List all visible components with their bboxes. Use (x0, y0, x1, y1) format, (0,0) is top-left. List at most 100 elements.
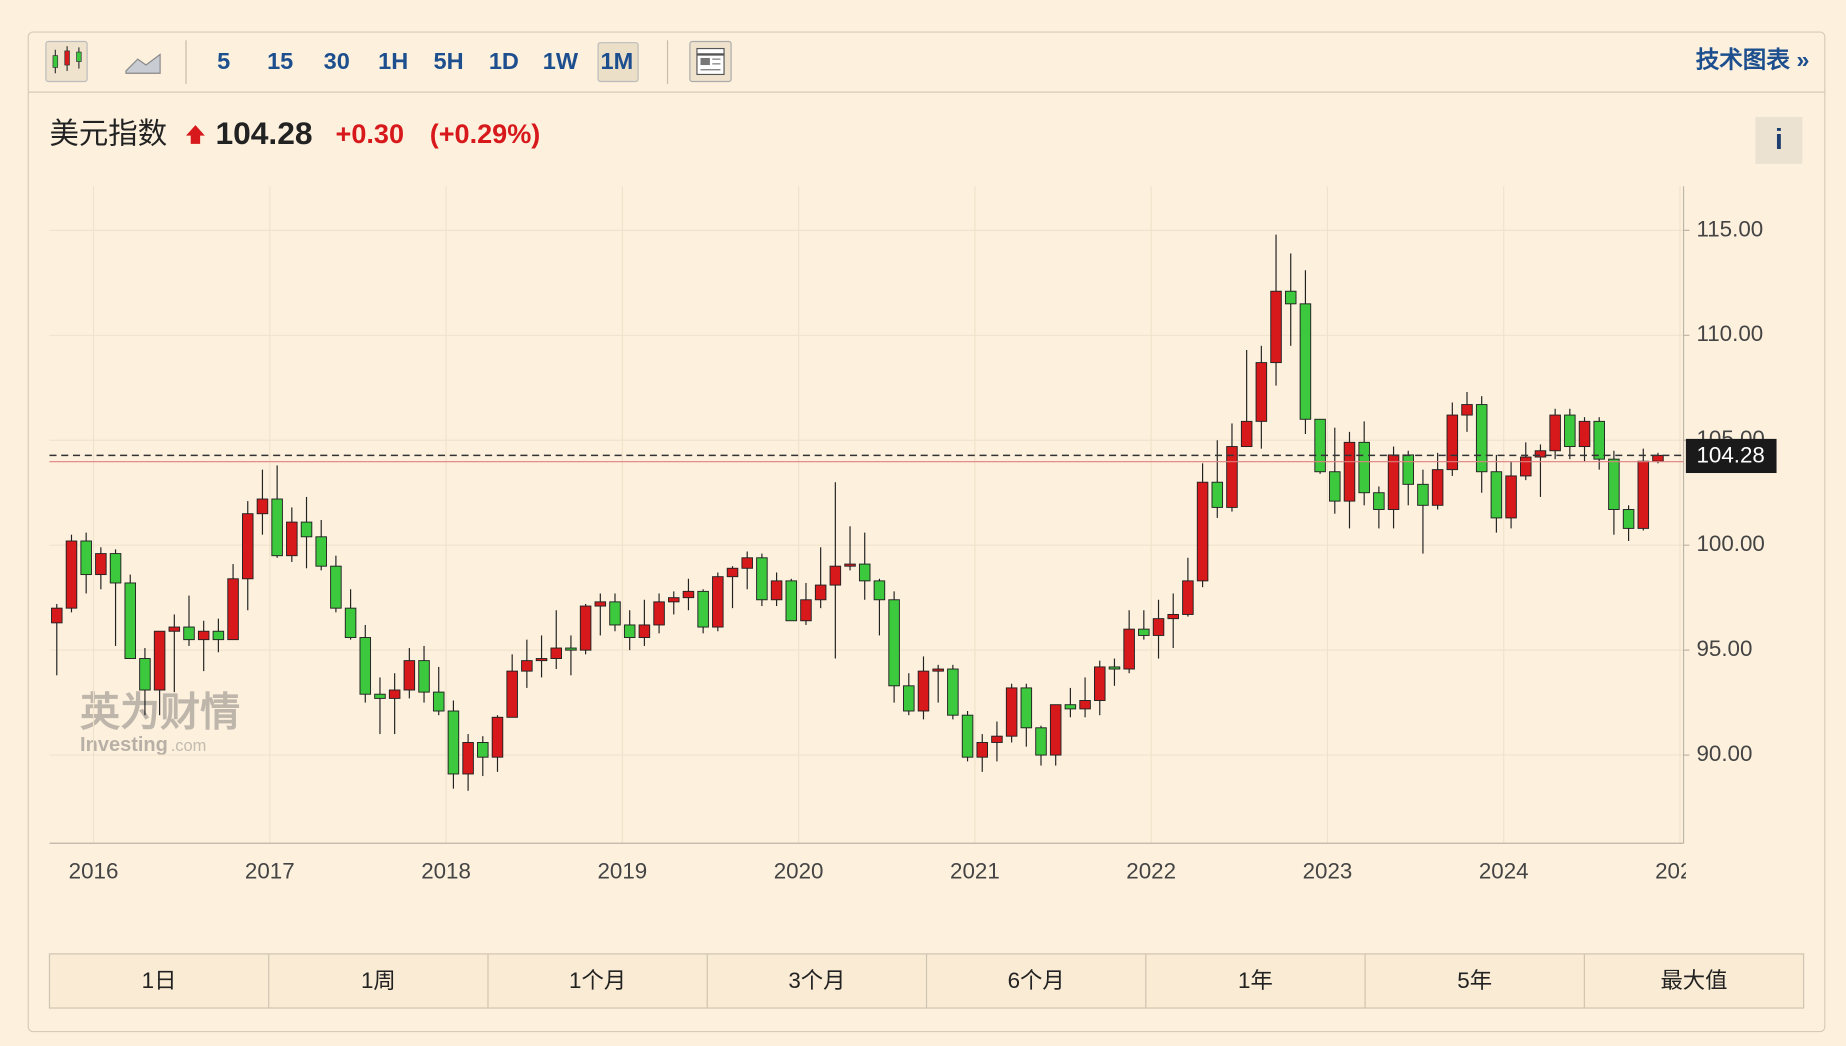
candle-body (153, 630, 166, 691)
candle-body (80, 540, 92, 576)
candle-body (65, 540, 78, 609)
range-button[interactable]: 3个月 (788, 968, 845, 993)
tech-chart-link[interactable]: 技术图表 » (1696, 47, 1810, 73)
candle-body (1534, 450, 1547, 458)
candle-body (359, 637, 372, 695)
candle-body (1049, 704, 1062, 756)
candle-body (1622, 509, 1635, 529)
range-button[interactable]: 最大值 (1660, 968, 1727, 993)
candle-body (565, 647, 577, 651)
candle-body (961, 714, 974, 758)
candle-body (903, 685, 915, 712)
x-tick-label: 2019 (597, 859, 647, 884)
candle-body (858, 563, 871, 582)
last-price-label: 104.28 (1696, 442, 1764, 467)
candle-body (139, 658, 151, 691)
candle-body (1284, 290, 1297, 305)
candle-icon-button[interactable] (45, 40, 88, 83)
info-button[interactable] (1755, 116, 1803, 164)
candle-body (770, 580, 783, 601)
y-tick-label: 100.00 (1696, 531, 1764, 556)
area-icon-button[interactable] (125, 53, 161, 74)
x-tick-label: 2018 (421, 859, 471, 884)
candle-body (1387, 454, 1400, 510)
instrument-name: 美元指数 (49, 117, 167, 150)
candle-body (1431, 469, 1444, 506)
candle-body (917, 670, 930, 712)
watermark-en: Investing (80, 734, 168, 756)
x-tick-label: 2024 (1479, 859, 1529, 884)
candle-body (1461, 404, 1473, 416)
range-button[interactable]: 1年 (1238, 968, 1273, 993)
candle-body (653, 601, 665, 626)
x-tick-label: 2025 (1655, 859, 1705, 884)
range-button[interactable]: 6个月 (1008, 968, 1065, 993)
range-button[interactable]: 1周 (361, 968, 396, 993)
range-button[interactable]: 5年 (1457, 968, 1492, 993)
candle-body (623, 624, 636, 639)
interval-button[interactable]: 1M (601, 48, 634, 74)
candle-body (271, 498, 283, 557)
candle-body (447, 710, 460, 775)
candle-body (1343, 441, 1356, 502)
interval-button[interactable]: 1D (489, 48, 519, 74)
candle-body (1446, 414, 1459, 471)
candle-body (947, 668, 959, 716)
interval-button[interactable]: 5H (434, 48, 464, 74)
candle-body (1505, 475, 1517, 519)
candle-body (1637, 460, 1650, 529)
candle-body (668, 597, 680, 603)
candle-body (227, 578, 239, 641)
x-tick-label: 2022 (1126, 859, 1176, 884)
interval-button[interactable]: 1W (543, 48, 579, 74)
candle-body (315, 536, 327, 567)
interval-button[interactable]: 1H (378, 48, 408, 74)
candle-body (212, 630, 225, 641)
candle-body (286, 521, 298, 557)
x-tick-label: 2017 (245, 859, 295, 884)
candle-body (1608, 458, 1620, 510)
range-button[interactable]: 1个月 (569, 968, 626, 993)
interval-button[interactable]: 15 (267, 48, 293, 74)
candle-body (814, 584, 827, 601)
watermark-domain: .com (171, 737, 207, 755)
candle-body (462, 742, 474, 775)
candle-body (1564, 414, 1576, 448)
candle-body (785, 580, 798, 622)
candle-body (535, 658, 548, 662)
change: +0.30 (336, 118, 404, 149)
candle-body (1652, 454, 1664, 462)
candle-body (1079, 700, 1091, 710)
interval-button[interactable]: 5 (217, 48, 230, 74)
candle-body (976, 742, 989, 758)
interval-button[interactable]: 30 (324, 48, 350, 74)
candle-body (521, 660, 533, 672)
candle-body (712, 576, 724, 628)
candle-body (829, 565, 842, 586)
candle-body (418, 660, 430, 693)
info-icon[interactable]: i (1775, 123, 1783, 155)
candle-body (1196, 481, 1209, 582)
candle-body (1520, 456, 1532, 477)
x-tick-label: 2016 (69, 859, 119, 884)
candle-body (183, 626, 195, 641)
candle-body (594, 601, 607, 607)
candle-body (726, 567, 739, 578)
layout-icon-button[interactable] (689, 40, 732, 83)
candle-body (477, 742, 489, 758)
range-button[interactable]: 1日 (142, 968, 177, 993)
candle-body (109, 553, 122, 584)
candle-body (844, 563, 856, 567)
candle-body (1593, 420, 1605, 460)
candle-body (374, 693, 386, 699)
y-tick-label: 90.00 (1696, 741, 1752, 766)
candle-body (300, 521, 313, 538)
candle-body (1108, 666, 1121, 670)
candle-body (1240, 420, 1253, 448)
candle-body (1490, 471, 1503, 519)
candle-body (432, 691, 445, 712)
candle-body (1402, 454, 1415, 485)
candle-body (1549, 414, 1561, 452)
change-percent: (+0.29%) (430, 118, 541, 149)
